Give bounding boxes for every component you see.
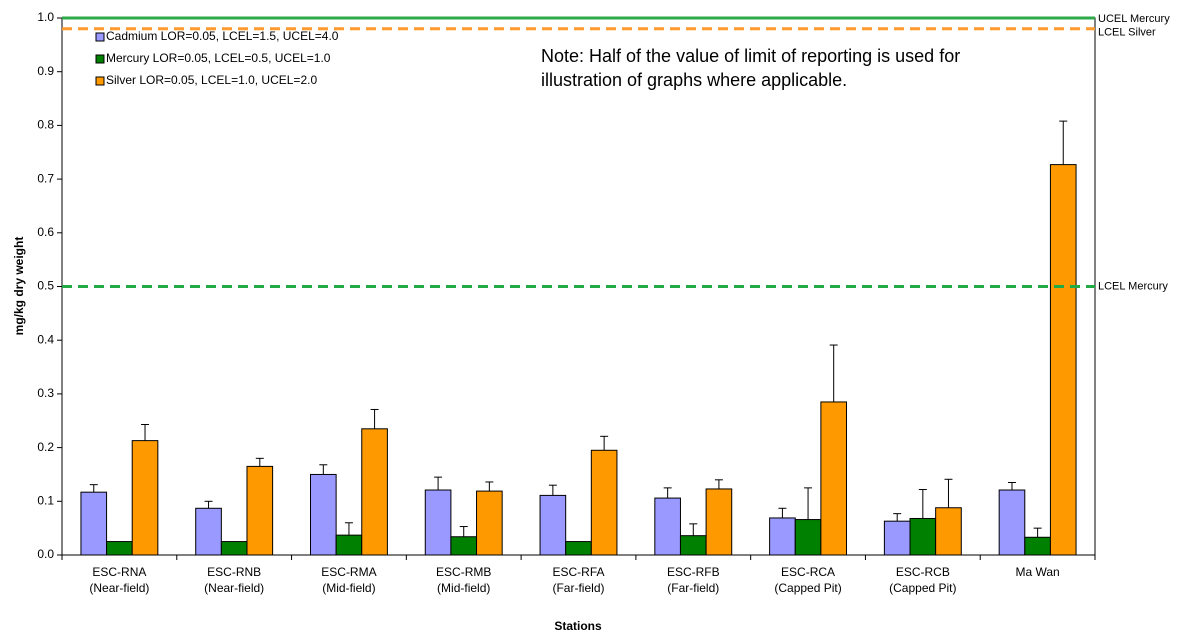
x-tick-label: ESC-RFB — [667, 565, 720, 579]
x-tick-label: ESC-RNA — [92, 565, 146, 579]
x-tick-label: (Capped Pit) — [889, 581, 956, 595]
bar — [679, 535, 707, 556]
x-tick-label: ESC-RCB — [896, 565, 950, 579]
bar — [909, 517, 937, 556]
x-tick-label: (Mid-field) — [322, 581, 375, 595]
bar — [309, 473, 337, 556]
bar — [935, 507, 962, 556]
y-tick-label: 0.9 — [37, 64, 54, 78]
bar — [998, 489, 1026, 556]
bar — [590, 449, 618, 556]
legend-swatch — [95, 32, 105, 42]
bar — [220, 541, 248, 556]
bar — [450, 536, 478, 556]
x-tick-label: Ma Wan — [1015, 565, 1059, 579]
y-tick-label: 0.3 — [37, 386, 54, 400]
y-tick-label: 0.0 — [37, 547, 54, 561]
y-tick-label: 1.0 — [37, 10, 54, 24]
bar — [246, 465, 274, 556]
x-tick-label: ESC-RFA — [552, 565, 604, 579]
legend-label: Cadmium LOR=0.05, LCEL=1.5, UCEL=4.0 — [106, 29, 339, 43]
reference-label: LCEL Silver — [1098, 27, 1156, 39]
y-tick-label: 0.6 — [37, 225, 54, 239]
bar — [883, 520, 911, 556]
y-axis-label: mg/kg dry weight — [12, 237, 26, 336]
y-tick-label: 0.5 — [37, 279, 54, 293]
x-tick-label: (Near-field) — [204, 581, 264, 595]
reference-label: LCEL Mercury — [1098, 280, 1168, 292]
note: illustration of graphs where applicable. — [541, 70, 847, 90]
bar — [565, 541, 592, 556]
x-tick-label: ESC-RCA — [781, 565, 835, 579]
bar — [1049, 164, 1077, 556]
y-tick-label: 0.2 — [37, 440, 54, 454]
bar — [131, 440, 159, 556]
bar — [705, 488, 733, 556]
x-tick-label: ESC-RNB — [207, 565, 261, 579]
x-tick-label: (Capped Pit) — [774, 581, 841, 595]
bar — [769, 517, 796, 556]
x-tick-label: ESC-RMA — [321, 565, 376, 579]
bar — [80, 491, 108, 556]
bar — [361, 428, 388, 556]
bar — [794, 519, 822, 556]
bar — [106, 541, 133, 556]
bar — [820, 401, 848, 556]
legend-label: Silver LOR=0.05, LCEL=1.0, UCEL=2.0 — [106, 73, 317, 87]
bar — [424, 489, 452, 556]
bar — [539, 494, 567, 556]
reference-label: UCEL Mercury — [1098, 13, 1170, 25]
legend-swatch — [95, 54, 105, 64]
x-tick-label: (Mid-field) — [437, 581, 490, 595]
bar — [195, 507, 222, 556]
x-tick-label: (Far-field) — [667, 581, 719, 595]
bar — [654, 497, 681, 556]
bar — [1024, 536, 1051, 556]
legend-swatch — [95, 76, 105, 86]
x-axis-label: Stations — [554, 619, 602, 633]
legend-label: Mercury LOR=0.05, LCEL=0.5, UCEL=1.0 — [106, 51, 331, 65]
note: Note: Half of the value of limit of repo… — [541, 46, 960, 66]
x-tick-label: ESC-RMB — [436, 565, 491, 579]
y-tick-label: 0.8 — [37, 118, 54, 132]
y-tick-label: 0.7 — [37, 171, 54, 185]
x-tick-label: (Far-field) — [552, 581, 604, 595]
bar — [335, 534, 363, 556]
y-tick-label: 0.4 — [37, 332, 54, 346]
bar — [476, 490, 503, 556]
x-tick-label: (Near-field) — [89, 581, 149, 595]
y-tick-label: 0.1 — [37, 493, 54, 507]
